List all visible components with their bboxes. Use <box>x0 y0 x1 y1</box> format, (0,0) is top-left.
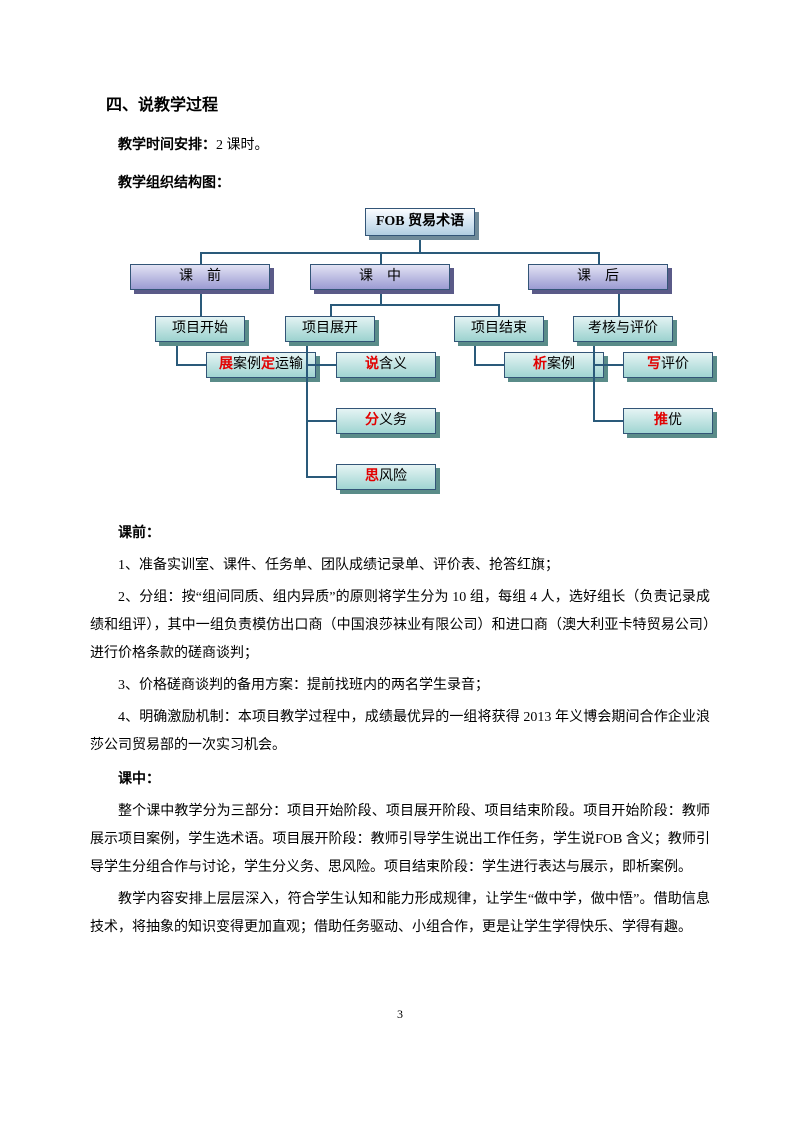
stage-expand: 项目展开 <box>285 316 375 342</box>
heading: 课中： <box>118 770 160 786</box>
txt: 案例 <box>233 357 261 372</box>
connector <box>419 240 421 252</box>
org-label: 教学组织结构图： <box>118 174 230 190</box>
txt: 案例 <box>547 357 575 372</box>
stage-assess: 考核与评价 <box>573 316 673 342</box>
leaf-2c: 思风险 <box>336 464 436 490</box>
red: 思 <box>365 469 379 484</box>
preclass-p1: 1、准备实训室、课件、任务单、团队成绩记录单、评价表、抢答红旗； <box>90 552 710 580</box>
stage-end: 项目结束 <box>454 316 544 342</box>
red: 展 <box>219 357 233 372</box>
phase-pre: 课 前 <box>130 264 270 290</box>
schedule-value: 2 课时。 <box>216 138 269 153</box>
connector <box>306 476 336 478</box>
preclass-heading: 课前： <box>90 518 710 548</box>
leaf-1: 展案例定运输 <box>206 352 316 378</box>
leaf-4b: 推优 <box>623 408 713 434</box>
txt: 评价 <box>661 357 689 372</box>
connector <box>306 364 336 366</box>
stage-begin: 项目开始 <box>155 316 245 342</box>
page-number: 3 <box>90 1002 710 1026</box>
red: 定 <box>261 357 275 372</box>
connector <box>380 294 382 304</box>
connector <box>474 346 476 364</box>
leaf-2b: 分义务 <box>336 408 436 434</box>
inclass-p2: 教学内容安排上层层深入，符合学生认知和能力形成规律，让学生“做中学，做中悟”。借… <box>90 886 710 942</box>
connector <box>200 252 600 254</box>
connector <box>306 420 336 422</box>
section-title: 四、说教学过程 <box>90 90 710 122</box>
inclass-p1: 整个课中教学分为三部分：项目开始阶段、项目展开阶段、项目结束阶段。项目开始阶段：… <box>90 798 710 882</box>
leaf-3: 析案例 <box>504 352 604 378</box>
txt: 风险 <box>379 469 407 484</box>
org-chart: FOB 贸易术语 课 前 课 中 课 后 项目开始 项目展开 项目结束 考核与评… <box>130 208 710 508</box>
phase-mid: 课 中 <box>310 264 450 290</box>
phase-post: 课 后 <box>528 264 668 290</box>
connector <box>593 364 623 366</box>
heading: 课前： <box>118 524 160 540</box>
connector <box>176 364 206 366</box>
connector <box>593 346 595 420</box>
leaf-2a: 说含义 <box>336 352 436 378</box>
leaf-4a: 写评价 <box>623 352 713 378</box>
red: 说 <box>365 357 379 372</box>
connector <box>593 420 623 422</box>
txt: 运输 <box>275 357 303 372</box>
connector <box>618 294 620 316</box>
txt: 义务 <box>379 413 407 428</box>
red: 析 <box>533 357 547 372</box>
txt: 优 <box>668 413 682 428</box>
red: 分 <box>365 413 379 428</box>
org-line: 教学组织结构图： <box>90 168 710 198</box>
connector <box>200 294 202 316</box>
connector <box>474 364 504 366</box>
preclass-p3: 3、价格磋商谈判的备用方案：提前找班内的两名学生录音； <box>90 672 710 700</box>
preclass-p2: 2、分组：按“组间同质、组内异质”的原则将学生分为 10 组，每组 4 人，选好… <box>90 584 710 668</box>
red: 写 <box>647 357 661 372</box>
inclass-heading: 课中： <box>90 764 710 794</box>
schedule-label: 教学时间安排： <box>118 136 216 152</box>
connector <box>176 346 178 364</box>
root-box: FOB 贸易术语 <box>365 208 475 236</box>
connector <box>330 304 500 306</box>
txt: 含义 <box>379 357 407 372</box>
preclass-p4: 4、明确激励机制：本项目教学过程中，成绩最优异的一组将获得 2013 年义博会期… <box>90 704 710 760</box>
red: 推 <box>654 413 668 428</box>
schedule-line: 教学时间安排：2 课时。 <box>90 130 710 160</box>
